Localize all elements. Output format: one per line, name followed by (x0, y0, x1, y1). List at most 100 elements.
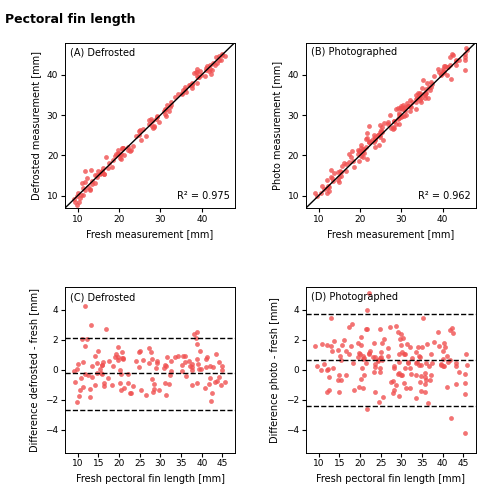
Point (94, 368, 101, 376)
Point (342, 166, 350, 174)
Point (186, 362, 194, 370)
Text: Pectoral fin length: Pectoral fin length (5, 12, 135, 26)
Point (335, 173, 343, 181)
Point (325, 365, 332, 373)
Point (339, 162, 346, 170)
Point (195, 72, 202, 80)
Point (113, 350, 120, 358)
Point (390, 386, 398, 394)
Point (404, 102, 412, 110)
Point (365, 122, 372, 130)
Point (188, 78, 196, 86)
Point (209, 363, 216, 371)
Point (355, 349, 363, 357)
Point (91, 171, 99, 179)
Point (453, 359, 460, 367)
Point (221, 378, 228, 386)
Point (149, 124, 157, 132)
Point (197, 72, 205, 80)
Point (421, 94, 428, 102)
Point (163, 353, 171, 361)
Point (444, 63, 452, 71)
Point (400, 378, 408, 386)
Point (325, 188, 332, 196)
Point (129, 382, 137, 390)
Point (81, 370, 89, 378)
Point (209, 66, 216, 74)
Point (153, 112, 161, 120)
Point (118, 354, 126, 362)
Point (371, 364, 379, 372)
Point (396, 392, 403, 400)
Point (88, 362, 96, 370)
Point (86, 186, 94, 194)
Point (349, 156, 356, 164)
Point (135, 127, 143, 135)
Point (412, 98, 420, 106)
Point (452, 56, 460, 64)
Point (150, 122, 157, 130)
Point (401, 350, 409, 358)
Point (404, 358, 412, 366)
Point (355, 157, 363, 165)
Point (380, 136, 387, 144)
Point (453, 56, 460, 64)
Point (392, 381, 399, 389)
Point (419, 76, 427, 84)
Point (461, 429, 469, 437)
Point (91, 179, 99, 187)
Point (215, 56, 223, 64)
Point (207, 396, 214, 404)
Point (362, 134, 370, 142)
Point (358, 148, 366, 156)
Point (406, 96, 414, 104)
Point (330, 168, 338, 176)
Point (318, 182, 326, 190)
Point (323, 184, 330, 192)
Point (449, 324, 456, 332)
Point (345, 350, 353, 358)
Point (440, 362, 448, 370)
Point (404, 358, 412, 366)
Point (440, 362, 447, 370)
Point (394, 116, 402, 124)
Point (81, 342, 89, 350)
Point (417, 98, 425, 106)
Point (339, 341, 346, 349)
Point (156, 386, 163, 394)
Point (142, 132, 150, 140)
Point (395, 350, 403, 358)
Point (153, 113, 160, 121)
Point (126, 389, 133, 397)
Point (96, 364, 103, 372)
Point (120, 384, 128, 392)
Point (421, 373, 429, 381)
Point (88, 176, 96, 184)
Point (318, 340, 326, 348)
Point (73, 201, 81, 209)
Point (358, 364, 366, 372)
Point (444, 358, 452, 366)
Point (193, 355, 201, 363)
Point (398, 348, 406, 356)
Point (342, 160, 350, 168)
Point (113, 150, 120, 158)
Point (85, 182, 92, 190)
Point (218, 50, 226, 58)
Point (365, 290, 372, 298)
Point (181, 84, 189, 92)
Point (188, 84, 196, 92)
Point (360, 149, 368, 157)
Point (162, 362, 170, 370)
Point (439, 66, 447, 74)
Point (440, 69, 447, 77)
Point (392, 120, 399, 128)
Point (330, 337, 338, 345)
Point (193, 68, 201, 76)
Point (424, 400, 432, 407)
Point (181, 85, 189, 93)
Point (376, 354, 384, 362)
Point (327, 314, 334, 322)
Point (119, 144, 127, 152)
Point (336, 352, 343, 360)
